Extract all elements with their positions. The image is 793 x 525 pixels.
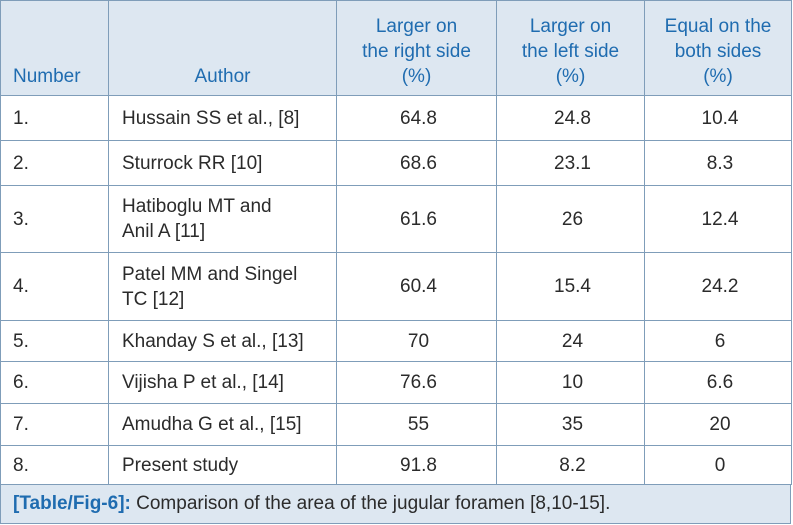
table-header: Number Author Larger on the right side (…: [0, 0, 792, 96]
header-author: Author: [108, 0, 337, 96]
cell-right: 91.8: [336, 445, 497, 485]
table-row: 8. Present study 91.8 8.2 0: [0, 445, 792, 485]
cell-equal: 10.4: [644, 95, 792, 141]
table-row: 7. Amudha G et al., [15] 55 35 20: [0, 403, 792, 446]
cell-number: 1.: [0, 95, 109, 141]
header-larger-left: Larger on the left side (%): [496, 0, 645, 96]
author-line1: Present study: [122, 454, 239, 476]
cell-right: 76.6: [336, 361, 497, 404]
cell-author: Hatiboglu MT and Anil A [11]: [108, 185, 337, 253]
cell-number: 8.: [0, 445, 109, 485]
author-line1: Vijisha P et al., [14]: [122, 372, 284, 393]
table-row: 4. Patel MM and Singel TC [12] 60.4 15.4 …: [0, 252, 792, 321]
author-line2: TC [12]: [122, 288, 185, 310]
cell-author: Present study: [108, 445, 337, 485]
cell-right: 68.6: [336, 140, 497, 186]
table-row: 2. Sturrock RR [10] 68.6 23.1 8.3: [0, 140, 792, 186]
header-right-line1: Larger on: [375, 16, 458, 37]
cell-right: 55: [336, 403, 497, 446]
cell-left: 26: [496, 185, 645, 253]
cell-number: 2.: [0, 140, 109, 186]
cell-right: 64.8: [336, 95, 497, 141]
header-equal-both: Equal on the both sides (%): [644, 0, 792, 96]
header-author-label: Author: [194, 66, 251, 87]
caption-text: Comparison of the area of the jugular fo…: [130, 493, 611, 514]
header-equal-line1: Equal on the: [664, 16, 772, 37]
table-body: 1. Hussain SS et al., [8] 64.8 24.8 10.4…: [0, 95, 792, 485]
cell-left: 24: [496, 320, 645, 362]
cell-left: 24.8: [496, 95, 645, 141]
cell-number: 3.: [0, 185, 109, 253]
author-line1: Sturrock RR [10]: [122, 152, 263, 174]
author-line2: Anil A [11]: [122, 221, 206, 242]
cell-right: 60.4: [336, 252, 497, 321]
header-number: Number: [0, 0, 109, 96]
cell-author: Patel MM and Singel TC [12]: [108, 252, 337, 321]
cell-left: 15.4: [496, 252, 645, 321]
header-left-line1: Larger on: [529, 16, 612, 37]
cell-author: Sturrock RR [10]: [108, 140, 337, 186]
author-line1: Hussain SS et al., [8]: [122, 107, 300, 129]
cell-left: 10: [496, 361, 645, 404]
header-number-label: Number: [13, 66, 81, 87]
table-row: 3. Hatiboglu MT and Anil A [11] 61.6 26 1…: [0, 185, 792, 253]
cell-number: 7.: [0, 403, 109, 446]
cell-left: 35: [496, 403, 645, 446]
cell-left: 8.2: [496, 445, 645, 485]
cell-equal: 8.3: [644, 140, 792, 186]
author-line1: Hatiboglu MT and: [122, 196, 272, 217]
cell-equal: 6.6: [644, 361, 792, 404]
table-row: 6. Vijisha P et al., [14] 76.6 10 6.6: [0, 361, 792, 404]
cell-equal: 24.2: [644, 252, 792, 321]
cell-author: Hussain SS et al., [8]: [108, 95, 337, 141]
cell-author: Vijisha P et al., [14]: [108, 361, 337, 404]
header-equal-line2: both sides: [674, 41, 762, 62]
header-right-line2: the right side: [362, 41, 471, 62]
comparison-table: Number Author Larger on the right side (…: [0, 0, 792, 485]
cell-equal: 20: [644, 403, 792, 446]
header-left-line3: (%): [555, 66, 586, 87]
table-row: 1. Hussain SS et al., [8] 64.8 24.8 10.4: [0, 95, 792, 141]
header-row: Number Author Larger on the right side (…: [0, 0, 792, 96]
cell-left: 23.1: [496, 140, 645, 186]
header-right-line3: (%): [401, 66, 432, 87]
cell-right: 61.6: [336, 185, 497, 253]
cell-number: 6.: [0, 361, 109, 404]
header-left-line2: the left side: [521, 41, 620, 62]
header-equal-line3: (%): [703, 66, 733, 87]
author-line1: Amudha G et al., [15]: [122, 414, 302, 435]
author-line1: Khanday S et al., [13]: [122, 330, 304, 352]
cell-right: 70: [336, 320, 497, 362]
header-larger-right: Larger on the right side (%): [336, 0, 497, 96]
table-row: 5. Khanday S et al., [13] 70 24 6: [0, 320, 792, 362]
cell-number: 5.: [0, 320, 109, 362]
caption-label: [Table/Fig-6]:: [13, 493, 131, 514]
cell-author: Khanday S et al., [13]: [108, 320, 337, 362]
cell-author: Amudha G et al., [15]: [108, 403, 337, 446]
author-line1: Patel MM and Singel: [122, 263, 298, 285]
cell-number: 4.: [0, 252, 109, 321]
table-caption: [Table/Fig-6]: Comparison of the area of…: [0, 485, 791, 524]
cell-equal: 6: [644, 320, 792, 362]
cell-equal: 12.4: [644, 185, 792, 253]
cell-equal: 0: [644, 445, 792, 485]
